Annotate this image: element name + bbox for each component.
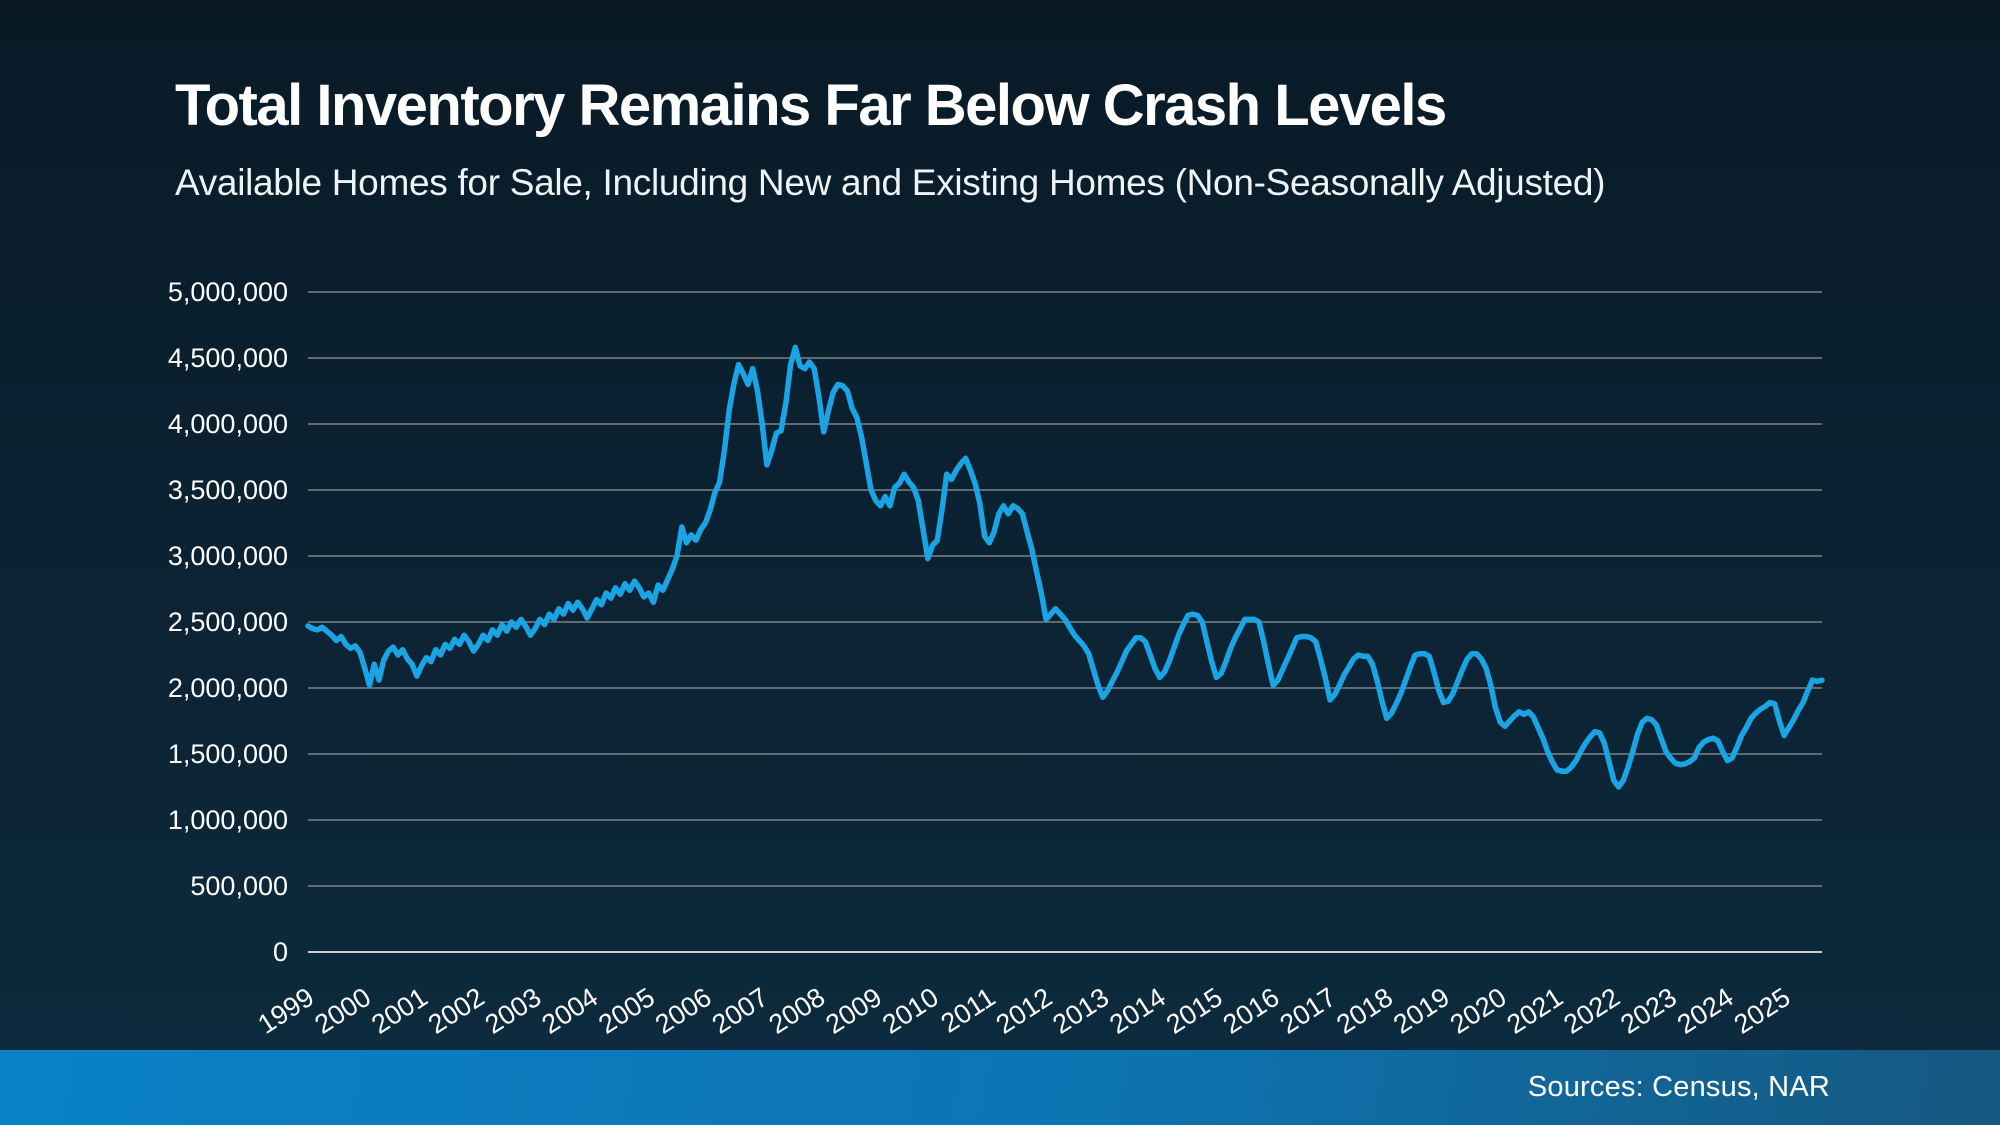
x-axis-tick-label: 2024 <box>1672 982 1739 1040</box>
y-axis-tick-label: 4,500,000 <box>168 343 288 373</box>
x-axis-tick-label: 2005 <box>593 982 660 1040</box>
x-axis-tick-label: 2003 <box>480 982 547 1040</box>
y-axis-tick-label: 500,000 <box>190 871 288 901</box>
x-axis-tick-label: 2014 <box>1104 982 1171 1040</box>
x-axis-tick-label: 2004 <box>536 982 603 1040</box>
x-axis-tick-label: 2019 <box>1388 982 1455 1040</box>
x-axis-tick-label: 2000 <box>309 982 376 1040</box>
inventory-series-line <box>305 344 1825 790</box>
x-axis-tick-label: 2023 <box>1615 982 1682 1040</box>
x-axis-tick-label: 2001 <box>366 982 433 1040</box>
x-axis-tick-label: 2013 <box>1047 982 1114 1040</box>
x-axis-tick-label: 1999 <box>253 982 320 1040</box>
inventory-line-chart: 0 500,000 1,000,000 1,500,000 2,000,000 2,500… <box>168 277 1825 1040</box>
x-axis-tick-label: 2025 <box>1729 982 1796 1040</box>
y-axis-tick-label: 5,000,000 <box>168 277 288 307</box>
x-axis-tick-label: 2020 <box>1445 982 1512 1040</box>
x-axis-tick-label: 2021 <box>1502 982 1569 1040</box>
x-axis-tick-label: 2012 <box>991 982 1058 1040</box>
x-axis-tick-label: 2022 <box>1558 982 1625 1040</box>
y-axis-tick-label: 2,000,000 <box>168 673 288 703</box>
footer-bar: Sources: Census, NAR <box>0 1050 2000 1125</box>
x-axis-tick-label: 2008 <box>764 982 831 1040</box>
x-axis-tick-label: 2007 <box>707 982 774 1040</box>
y-axis-tick-label: 4,000,000 <box>168 409 288 439</box>
x-axis-tick-label: 2002 <box>423 982 490 1040</box>
y-axis-tick-label: 0 <box>273 937 288 967</box>
x-axis-tick-label: 2010 <box>877 982 944 1040</box>
page-title: Total Inventory Remains Far Below Crash … <box>175 73 1447 138</box>
x-axis-tick-label: 2016 <box>1218 982 1285 1040</box>
y-axis-tick-label: 2,500,000 <box>168 607 288 637</box>
x-axis-tick-label: 2011 <box>936 982 1001 1039</box>
x-axis-tick-label: 2009 <box>820 982 887 1040</box>
page-subtitle: Available Homes for Sale, Including New … <box>175 162 1606 203</box>
y-axis-tick-label: 3,000,000 <box>168 541 288 571</box>
y-axis-tick-label: 1,500,000 <box>168 739 288 769</box>
x-axis-tick-label: 2006 <box>650 982 717 1040</box>
source-attribution: Sources: Census, NAR <box>1527 1071 1830 1103</box>
y-axis-tick-label: 1,000,000 <box>168 805 288 835</box>
x-axis-tick-label: 2017 <box>1275 982 1342 1040</box>
x-axis-tick-label: 2018 <box>1331 982 1398 1040</box>
x-axis-tick-label: 2015 <box>1161 982 1228 1040</box>
y-axis-tick-label: 3,500,000 <box>168 475 288 505</box>
